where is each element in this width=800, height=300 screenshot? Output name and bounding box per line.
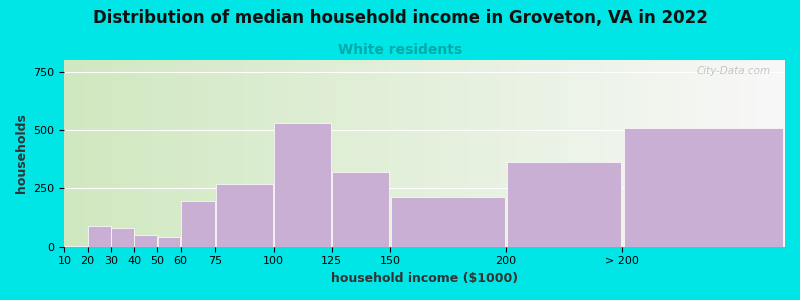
Text: Distribution of median household income in Groveton, VA in 2022: Distribution of median household income … [93, 9, 707, 27]
Bar [65, 246, 87, 247]
Bar [391, 196, 505, 247]
Bar [274, 123, 331, 247]
Bar [507, 161, 621, 247]
Bar [134, 235, 157, 247]
Bar [181, 201, 215, 247]
Text: White residents: White residents [338, 44, 462, 58]
Bar [158, 237, 180, 247]
Bar [111, 228, 134, 247]
Bar [88, 226, 110, 247]
Bar [624, 128, 783, 247]
Bar [216, 184, 273, 247]
Y-axis label: households: households [15, 113, 28, 193]
X-axis label: household income ($1000): household income ($1000) [331, 272, 518, 285]
Bar [332, 172, 390, 247]
Text: City-Data.com: City-Data.com [697, 66, 770, 76]
